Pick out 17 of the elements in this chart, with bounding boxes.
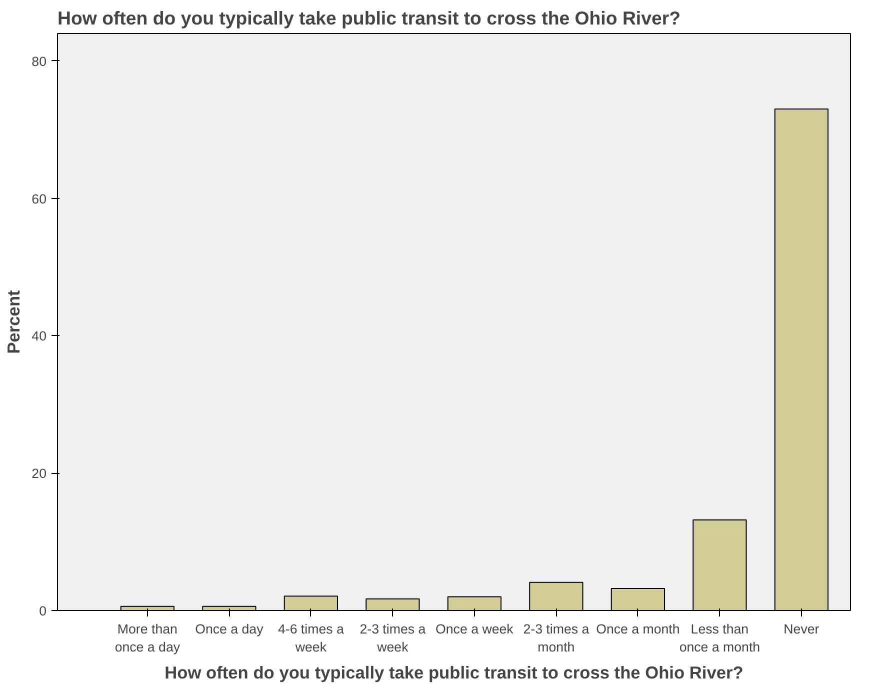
y-axis-title: Percent: [4, 290, 24, 354]
x-tick-label: 2-3 times a month: [523, 622, 590, 654]
x-tick-label: 4-6 times a week: [278, 622, 344, 654]
x-axis-title: How often do you typically take public transit to cross the Ohio River?: [164, 662, 744, 682]
x-tick-label: Once a month: [596, 622, 680, 636]
x-tick-label: Less than once a month: [679, 622, 760, 654]
y-tick-label: 40: [32, 328, 47, 344]
chart-title: How often do you typically take public transit to cross the Ohio River?: [58, 8, 681, 28]
y-tick-label: 0: [39, 604, 47, 618]
x-tick-label: Never: [784, 622, 820, 636]
y-tick-label: 80: [32, 54, 47, 69]
x-tick-label: 2-3 times a week: [360, 622, 426, 654]
y-tick-label: 20: [32, 466, 47, 482]
x-tick-label: More than once a day: [114, 622, 180, 654]
x-tick-label: Once a week: [436, 622, 514, 636]
x-tick-label: Once a day: [195, 622, 264, 636]
y-tick-label: 60: [32, 191, 47, 206]
